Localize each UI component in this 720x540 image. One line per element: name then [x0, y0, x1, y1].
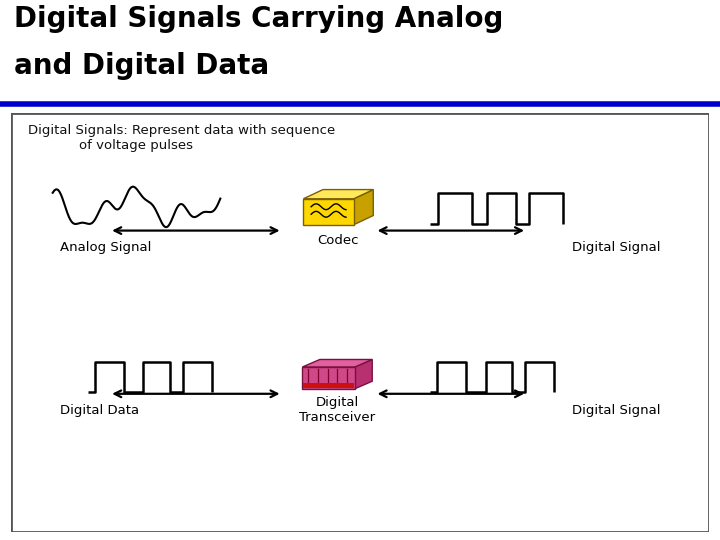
Polygon shape — [354, 190, 373, 225]
Text: Digital Signal: Digital Signal — [572, 241, 660, 254]
Text: Digital Signals: Represent data with sequence
            of voltage pulses: Digital Signals: Represent data with seq… — [28, 124, 336, 152]
Text: Digital Data: Digital Data — [60, 404, 139, 417]
Polygon shape — [303, 190, 373, 199]
Text: Codec: Codec — [318, 234, 359, 247]
Text: Analog Signal: Analog Signal — [60, 241, 151, 254]
Polygon shape — [302, 360, 372, 367]
Polygon shape — [303, 383, 354, 388]
Text: Digital Signal: Digital Signal — [572, 404, 660, 417]
Text: Digital Signals Carrying Analog: Digital Signals Carrying Analog — [14, 5, 504, 33]
Text: Digital
Transceiver: Digital Transceiver — [300, 396, 375, 424]
Text: and Digital Data: and Digital Data — [14, 52, 269, 80]
Polygon shape — [302, 367, 355, 389]
Polygon shape — [355, 360, 372, 389]
Polygon shape — [303, 199, 354, 225]
